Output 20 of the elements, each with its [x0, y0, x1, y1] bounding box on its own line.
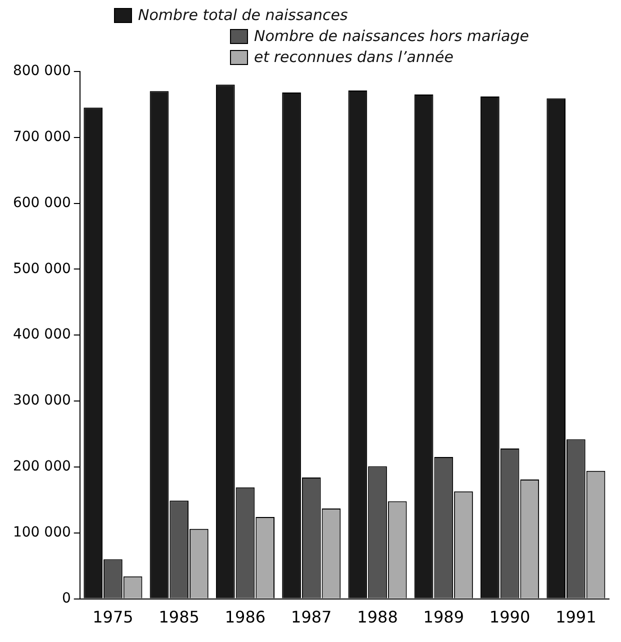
- x-tick-label: 1990: [489, 608, 530, 627]
- x-tick-label: 1989: [423, 608, 464, 627]
- y-tick-label: 300 000: [12, 392, 71, 409]
- y-tick-label: 600 000: [12, 194, 71, 211]
- legend-label: et reconnues dans l’année: [254, 48, 454, 66]
- x-tick-label: 1986: [224, 608, 266, 627]
- y-tick-label: 500 000: [12, 260, 71, 277]
- y-tick-label: 100 000: [12, 524, 71, 541]
- x-tick-label: 1988: [357, 608, 398, 627]
- y-tick-label: 400 000: [12, 326, 71, 343]
- x-tick-label: 1987: [291, 608, 332, 627]
- y-tick-label: 700 000: [12, 128, 71, 145]
- y-tick-label: 0: [62, 590, 71, 606]
- legend-label: Nombre de naissances hors mariage: [254, 27, 529, 45]
- x-tick-label: 1991: [556, 608, 596, 627]
- y-tick-label: 200 000: [12, 458, 71, 475]
- x-tick-label: 1985: [158, 608, 200, 627]
- legend-label: Nombre total de naissances: [138, 6, 348, 24]
- x-tick-label: 1975: [92, 608, 134, 627]
- y-tick-label: 800 000: [12, 63, 71, 80]
